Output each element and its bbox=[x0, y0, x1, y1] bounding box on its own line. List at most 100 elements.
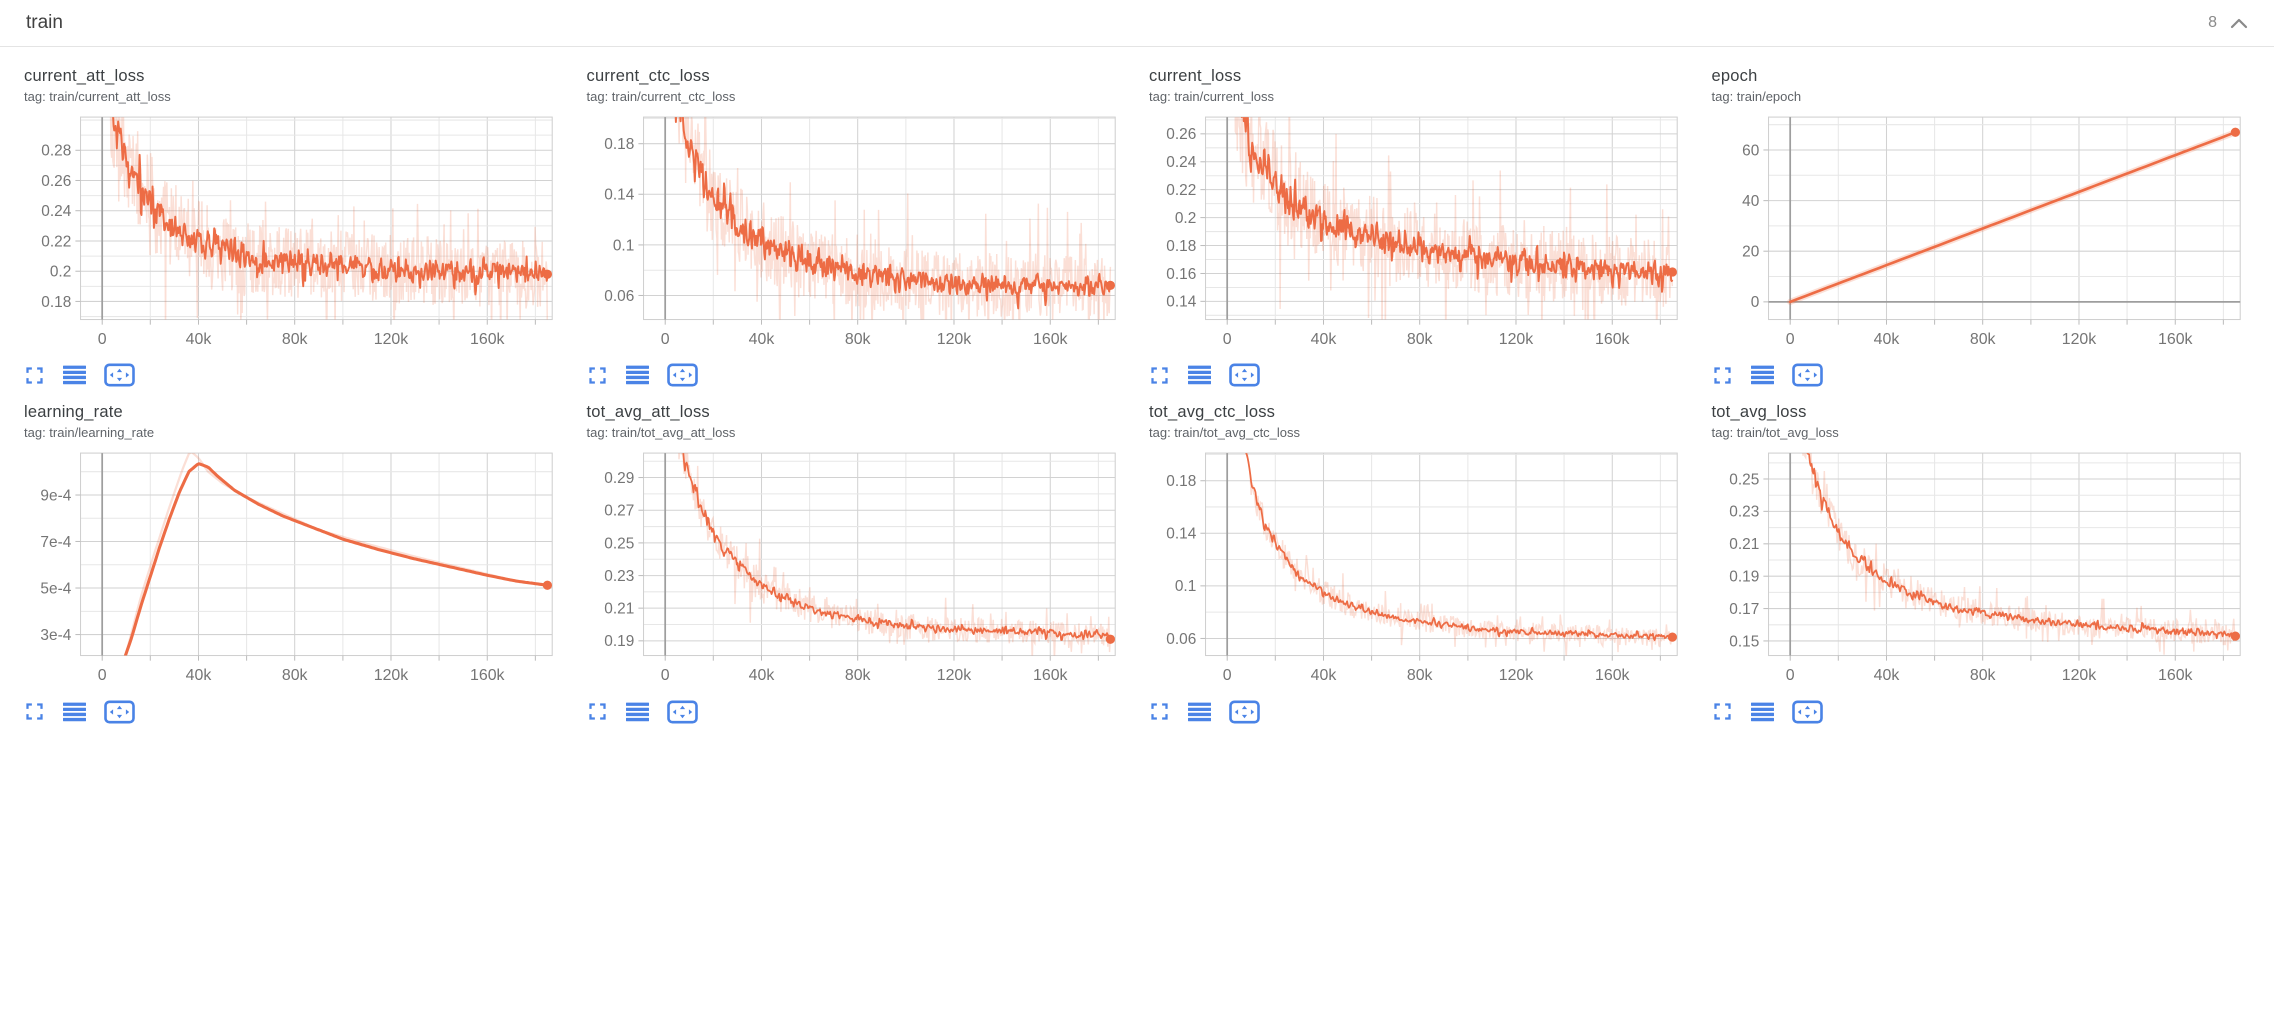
log-scale-button[interactable] bbox=[1750, 702, 1774, 722]
svg-text:80k: 80k bbox=[1969, 331, 1995, 348]
svg-text:5e-4: 5e-4 bbox=[40, 581, 71, 598]
svg-text:0: 0 bbox=[98, 668, 107, 685]
log-scale-icon bbox=[63, 702, 86, 722]
svg-text:40k: 40k bbox=[748, 668, 774, 685]
svg-text:80k: 80k bbox=[1969, 668, 1995, 685]
fullscreen-button[interactable] bbox=[24, 365, 45, 386]
svg-text:0.2: 0.2 bbox=[50, 264, 71, 281]
svg-text:120k: 120k bbox=[374, 668, 409, 685]
fit-domain-button[interactable] bbox=[1229, 700, 1260, 724]
log-scale-button[interactable] bbox=[625, 702, 649, 722]
svg-text:7e-4: 7e-4 bbox=[40, 534, 71, 551]
fullscreen-button[interactable] bbox=[1149, 365, 1170, 386]
svg-text:40k: 40k bbox=[1873, 331, 1899, 348]
chart-plot[interactable]: 0 40k 80k 120k 160k 0.06 0.1 0.14 0.18 bbox=[587, 114, 1126, 354]
log-scale-button[interactable] bbox=[1750, 365, 1774, 385]
svg-text:0.18: 0.18 bbox=[1166, 238, 1196, 255]
fit-domain-icon bbox=[104, 363, 135, 387]
chart-tag: tag: train/epoch bbox=[1711, 89, 1802, 104]
svg-text:0.18: 0.18 bbox=[604, 136, 634, 153]
chart-card: current_loss tag: train/current_loss 0 40k 8… bbox=[1149, 67, 1688, 389]
svg-text:0: 0 bbox=[1785, 668, 1794, 685]
svg-text:0.14: 0.14 bbox=[604, 187, 634, 204]
chart-plot[interactable]: 0 40k 80k 120k 160k 0.06 0.1 0.14 0.18 bbox=[1149, 450, 1688, 690]
svg-text:40k: 40k bbox=[1311, 668, 1337, 685]
svg-text:40k: 40k bbox=[1873, 668, 1899, 685]
fullscreen-icon bbox=[1713, 703, 1731, 721]
svg-text:80k: 80k bbox=[282, 668, 308, 685]
svg-text:0.25: 0.25 bbox=[604, 536, 634, 553]
log-scale-button[interactable] bbox=[625, 365, 649, 385]
chart-plot[interactable]: 0 40k 80k 120k 160k 0 20 40 60 bbox=[1712, 114, 2251, 354]
fit-domain-button[interactable] bbox=[1791, 363, 1823, 387]
svg-text:120k: 120k bbox=[374, 331, 409, 348]
log-scale-icon bbox=[1188, 702, 1211, 722]
fit-domain-button[interactable] bbox=[666, 363, 698, 387]
svg-text:0.23: 0.23 bbox=[604, 568, 634, 585]
log-scale-button[interactable] bbox=[63, 702, 86, 722]
svg-text:80k: 80k bbox=[1407, 668, 1433, 685]
chart-toolbar bbox=[587, 698, 1126, 726]
chart-title: epoch bbox=[1711, 67, 1758, 85]
svg-text:0.16: 0.16 bbox=[1166, 266, 1196, 283]
fullscreen-button[interactable] bbox=[1712, 701, 1733, 722]
chart-title: current_ctc_loss bbox=[586, 67, 710, 85]
svg-text:0: 0 bbox=[98, 331, 107, 348]
svg-text:80k: 80k bbox=[1407, 331, 1433, 348]
svg-text:0.28: 0.28 bbox=[41, 143, 71, 160]
chart-plot[interactable]: 0 40k 80k 120k 160k 0.19 0.21 0.23 0.25 0.27 0.29 bbox=[587, 450, 1126, 690]
fit-domain-button[interactable] bbox=[104, 700, 135, 724]
fit-domain-button[interactable] bbox=[1229, 363, 1260, 387]
chart-title: current_att_loss bbox=[24, 67, 145, 85]
chart-plot[interactable]: 0 40k 80k 120k 160k 0.14 0.16 0.18 0.2 0.22 0.24 0.… bbox=[1149, 114, 1688, 354]
fullscreen-icon bbox=[1151, 367, 1168, 384]
svg-text:160k: 160k bbox=[1033, 668, 1068, 685]
svg-text:0.06: 0.06 bbox=[1166, 631, 1196, 648]
chart-plot[interactable]: 0 40k 80k 120k 160k 0.15 0.17 0.19 0.21 0.23 0.25 bbox=[1712, 450, 2251, 690]
fit-domain-icon bbox=[1229, 363, 1260, 387]
svg-text:0.21: 0.21 bbox=[604, 601, 634, 618]
chart-tag: tag: train/tot_avg_ctc_loss bbox=[1149, 425, 1301, 441]
svg-text:40: 40 bbox=[1742, 193, 1759, 210]
log-scale-button[interactable] bbox=[63, 365, 86, 385]
fullscreen-icon bbox=[1713, 367, 1731, 384]
chart-title: tot_avg_att_loss bbox=[586, 403, 710, 422]
svg-text:80k: 80k bbox=[844, 331, 870, 348]
chart-card: current_ctc_loss tag: train/current_ctc_l… bbox=[587, 67, 1126, 389]
chart-title: learning_rate bbox=[24, 403, 123, 422]
chart-plot[interactable]: 0 40k 80k 120k 160k 0.18 0.2 0.22 0.24 0.26 0.28 bbox=[24, 114, 563, 354]
section-title: train bbox=[26, 12, 63, 33]
fullscreen-button[interactable] bbox=[24, 701, 45, 722]
log-scale-button[interactable] bbox=[1188, 702, 1211, 722]
svg-text:160k: 160k bbox=[470, 668, 505, 685]
svg-text:0.14: 0.14 bbox=[1166, 526, 1196, 543]
fullscreen-button[interactable] bbox=[587, 365, 608, 386]
chart-tag: tag: train/tot_avg_att_loss bbox=[586, 425, 736, 441]
chart-plot[interactable]: 0 40k 80k 120k 160k 3e-4 5e-4 7e-4 9e-4 bbox=[24, 450, 563, 690]
fit-domain-icon bbox=[104, 700, 135, 724]
fit-domain-button[interactable] bbox=[104, 363, 135, 387]
svg-text:0.24: 0.24 bbox=[1166, 154, 1196, 171]
fullscreen-button[interactable] bbox=[1712, 365, 1733, 386]
fullscreen-button[interactable] bbox=[587, 701, 608, 722]
svg-text:80k: 80k bbox=[844, 668, 870, 685]
svg-text:0.2: 0.2 bbox=[1175, 210, 1196, 227]
fullscreen-button[interactable] bbox=[1149, 701, 1170, 722]
log-scale-button[interactable] bbox=[1188, 365, 1211, 385]
chart-title: current_loss bbox=[1149, 67, 1242, 85]
svg-text:0.22: 0.22 bbox=[41, 233, 71, 250]
chart-toolbar bbox=[587, 361, 1126, 389]
chart-toolbar bbox=[1712, 698, 2251, 726]
svg-text:0.19: 0.19 bbox=[604, 634, 634, 651]
svg-text:0: 0 bbox=[1750, 294, 1759, 311]
svg-text:0: 0 bbox=[1223, 331, 1232, 348]
section-header[interactable]: train 8 bbox=[0, 0, 2274, 47]
fit-domain-button[interactable] bbox=[666, 700, 698, 724]
collapse-section-button[interactable] bbox=[2230, 18, 2248, 29]
fit-domain-button[interactable] bbox=[1791, 700, 1823, 724]
svg-text:0.1: 0.1 bbox=[1175, 579, 1196, 596]
svg-text:0.15: 0.15 bbox=[1729, 634, 1759, 651]
chart-card: epoch tag: train/epoch 0 40k 80k 120k 160k 0 20 4… bbox=[1712, 67, 2251, 389]
svg-text:0: 0 bbox=[660, 668, 669, 685]
svg-text:120k: 120k bbox=[936, 331, 971, 348]
